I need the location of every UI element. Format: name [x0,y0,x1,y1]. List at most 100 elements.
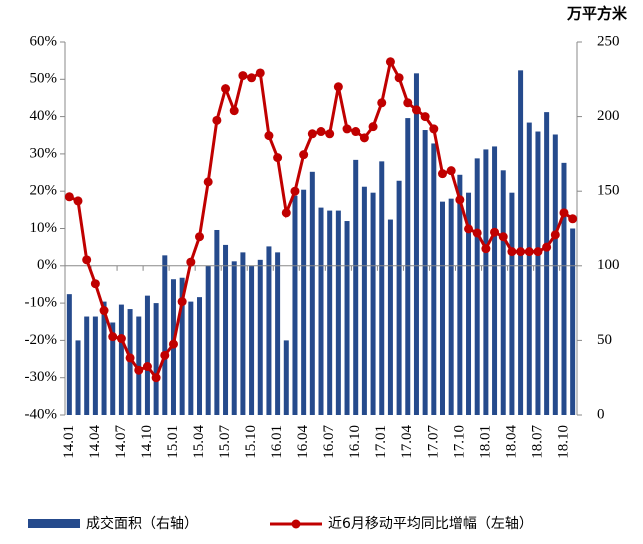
bar [101,301,107,415]
bar [249,265,255,415]
line-marker [359,133,369,143]
line-marker [168,339,178,349]
y2-tick-label: 150 [597,183,620,199]
bar [205,265,211,415]
line-marker [221,84,231,94]
bar [84,316,90,415]
bar [118,304,124,415]
bar [309,171,315,415]
bar [162,255,168,415]
bar [153,303,159,415]
y2-tick-label: 200 [597,108,620,124]
line-marker [342,124,352,134]
x-tick-label: 18.04 [503,425,519,459]
line-marker [351,127,361,137]
bar [292,195,298,415]
bar [552,134,558,415]
line-marker [420,112,430,122]
bar [457,174,463,415]
line-marker [116,334,126,344]
line-marker [290,186,300,196]
bar [396,180,402,415]
line-marker [151,373,161,383]
x-tick-label: 18.01 [477,425,493,459]
bar [405,118,411,415]
bar [535,131,541,415]
x-tick-label: 14.04 [87,425,103,459]
line-marker [195,232,205,242]
line-marker [238,71,248,81]
bar [214,229,220,415]
line-marker [481,244,491,254]
x-tick-label: 18.07 [529,425,545,459]
bar [231,261,237,415]
bar [431,143,437,415]
x-tick-label: 14.07 [113,425,129,459]
y-tick-label: 60% [30,33,58,49]
bar [544,112,550,416]
bar [275,252,281,415]
bar [75,340,81,415]
y2-tick-label: 0 [597,406,605,422]
bar [413,73,419,415]
line-marker [377,98,387,108]
line-marker [134,365,144,375]
line-marker [99,306,109,316]
bar [526,122,532,416]
line-marker [524,247,534,257]
y2-tick-label: 250 [597,33,620,49]
y-tick-label: -20% [25,332,58,348]
x-tick-label: 16.07 [321,425,337,459]
line-marker [437,169,447,179]
line-marker [533,247,543,257]
y-tick-label: 30% [30,145,58,161]
line-marker [472,228,482,238]
bar [561,162,567,415]
line-marker [73,196,83,206]
line-marker [368,122,378,132]
bar [188,301,194,415]
legend-swatch [291,519,301,529]
line-marker [411,105,421,115]
bar [344,221,350,415]
line-marker [229,106,239,116]
line-marker [516,247,526,257]
bar [492,146,498,415]
line-marker [82,255,92,265]
bar [301,189,307,415]
line-marker [160,350,170,360]
bar [483,149,489,415]
bar [509,192,515,415]
line-marker [542,242,552,252]
line-marker [507,247,517,257]
bar [439,201,445,415]
line-marker [299,150,309,160]
bar [179,277,185,415]
bar [466,192,472,415]
y-tick-label: -40% [25,406,58,422]
line-marker [64,192,74,202]
x-tick-label: 16.04 [295,425,311,459]
bar [379,161,385,415]
bar [422,130,428,415]
line-marker [333,82,343,92]
bar [257,259,263,415]
y-tick-label: -10% [25,295,58,311]
bar [92,316,98,415]
x-tick-label: 15.01 [165,425,181,459]
x-tick-label: 16.10 [347,425,363,459]
line-marker [316,127,326,137]
line-marker [498,232,508,242]
y-tick-label: 10% [30,220,58,236]
bar [144,295,150,415]
x-tick-label: 15.10 [243,425,259,459]
x-tick-label: 17.07 [425,425,441,459]
bar [110,322,116,415]
x-tick-label: 16.01 [269,425,285,459]
y-tick-label: -30% [25,369,58,385]
y-tick-label: 40% [30,108,58,124]
line-marker [273,153,283,163]
line-marker [385,57,395,67]
bar [500,170,506,415]
